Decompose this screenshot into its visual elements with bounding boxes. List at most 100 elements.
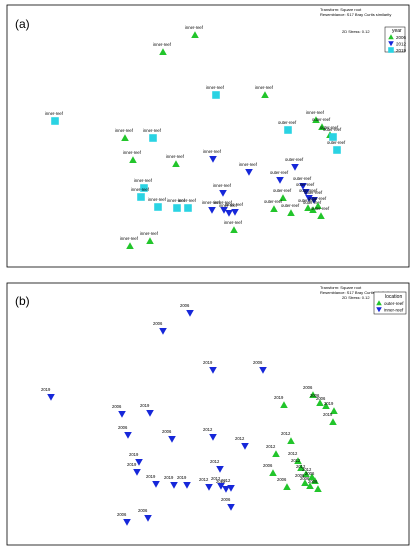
panel-a-legend-marker	[388, 47, 394, 53]
panel-a-point-marker	[159, 48, 167, 56]
panel-b-point-marker	[241, 442, 249, 450]
panel-b-point-marker	[306, 482, 314, 490]
panel-a-point-label: outer-reef	[296, 182, 315, 187]
panel-a-point-marker	[149, 134, 157, 142]
panel-b-point-label: 2012	[266, 444, 276, 449]
panel-b-point-marker	[133, 468, 141, 476]
panel-b-point-marker	[314, 485, 322, 493]
panel-b-point-marker	[118, 410, 126, 418]
panel-a-point-label: inner-reef	[140, 231, 159, 236]
panel-b-point-marker	[280, 401, 288, 409]
panel-a-point-label: outer-reef	[273, 188, 292, 193]
panel-a: (a) Transform: Square root Resemblance: …	[6, 4, 410, 268]
panel-a-point-label: inner-reef	[134, 178, 153, 183]
panel-b-point-label: 2006	[308, 479, 318, 484]
panel-a-point-label: outer-reef	[281, 203, 300, 208]
panel-b-legend-box	[373, 291, 407, 315]
panel-a-point-marker	[219, 189, 227, 197]
panel-a-point-label: outer-reef	[308, 196, 327, 201]
panel-a-point-label: inner-reef	[115, 128, 134, 133]
panel-a-point-label: inner-reef	[185, 25, 204, 30]
panel-b-point-label: 2006	[295, 473, 305, 478]
panel-a-point-label: inner-reef	[131, 187, 150, 192]
panel-b-point-label: 2019	[140, 403, 150, 408]
panel-b-point-label: 2019	[203, 360, 213, 365]
panel-a-point-label: outer-reef	[299, 188, 318, 193]
panel-b-legend-marker	[376, 307, 382, 313]
panel-a-legend-label: 2006	[396, 35, 407, 40]
panel-b-point-marker	[311, 477, 319, 485]
panel-a-point-marker	[245, 168, 253, 176]
panel-a-point-label: inner-reef	[219, 203, 238, 208]
panel-b-label: (b)	[15, 294, 30, 308]
panel-b-point-marker	[309, 391, 317, 399]
panel-a-point-marker	[310, 196, 318, 204]
panel-a-points: inner-reef inner-reef inner-reef inner-reef…	[45, 25, 346, 250]
panel-b-point-label: 2006	[303, 385, 313, 390]
panel-a-point-label: outer-reef	[270, 170, 289, 175]
panel-a-legend-box	[384, 26, 406, 53]
panel-b-frame	[6, 282, 410, 546]
panel-a-point-marker	[318, 123, 326, 131]
panel-b: (b) Transform: Square root Resemblance: …	[6, 282, 410, 546]
panel-b-legend-label: inner-reef	[384, 308, 404, 313]
panel-b-point-label: 2012	[281, 431, 291, 436]
panel-a-legend-title: year	[392, 28, 402, 34]
panel-b-point-label: 2019	[323, 412, 333, 417]
panel-a-point-marker	[225, 209, 233, 217]
panel-b-point-marker	[330, 407, 338, 415]
panel-b-point-label: 2019	[146, 474, 156, 479]
panel-b-point-marker	[301, 479, 309, 487]
panel-a-legend-marker	[388, 41, 394, 47]
panel-b-point-label: 2006	[300, 476, 310, 481]
panel-b-point-marker	[222, 485, 230, 493]
panel-b-point-label: 2019	[177, 475, 187, 480]
panel-b-point-label: 2012	[211, 476, 221, 481]
panel-b-point-marker	[227, 484, 235, 492]
panel-b-point-marker	[123, 518, 131, 526]
panel-a-frame	[6, 4, 410, 268]
panel-a-point-marker	[137, 193, 145, 201]
panel-a-point-label: outer-reef	[311, 206, 330, 211]
panel-b-point-marker	[302, 470, 310, 478]
panel-b-point-marker	[152, 480, 160, 488]
panel-a-point-marker	[302, 188, 310, 196]
panel-a-point-label: outer-reef	[312, 117, 331, 122]
panel-b-point-label: 2012	[221, 478, 231, 483]
panel-b-point-label: 2006	[263, 463, 273, 468]
panel-b-point-label: 2006	[162, 429, 172, 434]
panel-a-point-marker	[146, 237, 154, 245]
panel-b-point-label: 2019	[274, 395, 284, 400]
panel-b-point-label: 2006	[316, 396, 326, 401]
panel-a-point-label: outer-reef	[304, 190, 323, 195]
panel-a-point-marker	[208, 206, 216, 214]
panel-b-point-label: 2006	[305, 471, 315, 476]
panel-b-point-label: 2012	[199, 477, 209, 482]
panel-a-point-label: outer-reef	[278, 120, 297, 125]
panel-a-legend-label: 2019	[396, 48, 407, 53]
panel-b-point-marker	[294, 457, 302, 465]
panel-b-point-marker	[217, 482, 225, 490]
panel-b-point-marker	[146, 409, 154, 417]
panel-b-point-marker	[283, 483, 291, 491]
panel-a-point-marker	[314, 202, 322, 210]
panel-a-point-label: outer-reef	[293, 176, 312, 181]
panel-b-point-label: 2012	[203, 427, 213, 432]
panel-a-point-marker	[140, 184, 148, 192]
panel-b-point-marker	[170, 481, 178, 489]
panel-b-point-label: 2006	[118, 425, 128, 430]
panel-b-point-marker	[259, 366, 267, 374]
panel-a-stress: 2D Stress: 0.12	[342, 29, 370, 34]
panel-a-point-label: inner-reef	[178, 198, 197, 203]
panel-b-legend-title: location	[385, 294, 402, 300]
panel-b-resemblance: Resemblance: S17 Bray Curtis similarity	[320, 290, 391, 295]
panel-a-point-marker	[184, 204, 192, 212]
panel-a-point-label: inner-reef	[153, 42, 172, 47]
panel-a-point-marker	[312, 116, 320, 124]
panel-a-transform: Transform: Square root	[320, 7, 362, 12]
panel-a-point-label: outer-reef	[285, 157, 304, 162]
panel-a-point-marker	[261, 91, 269, 99]
panel-b-point-marker	[227, 503, 235, 511]
panel-b-point-label: 2006	[117, 512, 127, 517]
